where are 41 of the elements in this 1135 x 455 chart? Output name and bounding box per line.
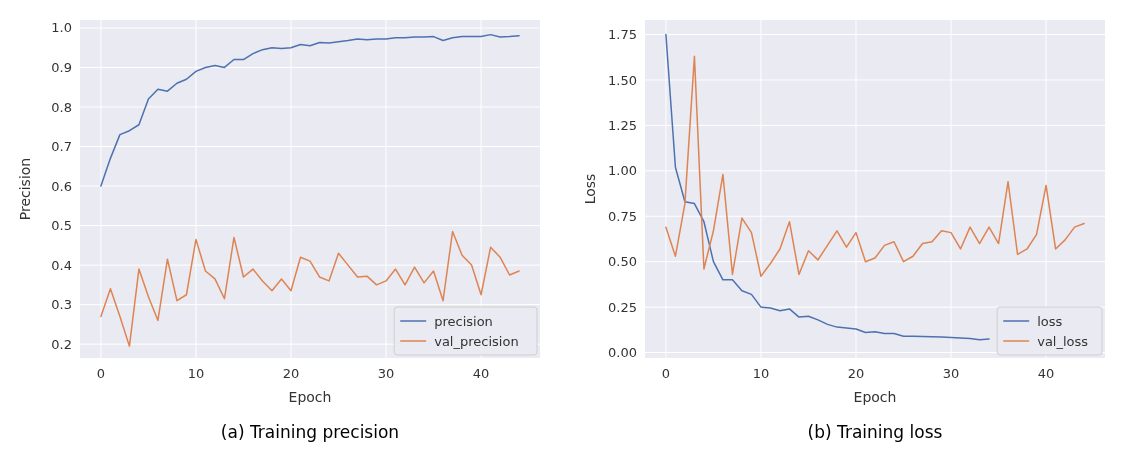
line-series (665, 33, 990, 341)
legend-label: precision (434, 313, 493, 329)
x-tick-label: 20 (847, 366, 865, 381)
y-tick-label: 1.75 (608, 27, 637, 43)
y-tick-label: 0.5 (51, 218, 72, 234)
x-tick-label: 0 (96, 366, 106, 381)
y-tick-label: 1.00 (608, 163, 637, 179)
x-tick-label: 40 (1037, 366, 1055, 381)
y-tick-label: 0.00 (608, 345, 637, 361)
x-tick-label: 0 (661, 366, 671, 381)
y-tick-label: 1.50 (608, 72, 637, 88)
text: (b) Training loss (807, 422, 943, 442)
text: (a) Training precision (220, 422, 400, 442)
x-axis-title: Epoch (853, 389, 897, 405)
y-tick-label: 0.4 (51, 257, 72, 273)
legend-label: loss (1037, 313, 1063, 329)
y-tick-label: 0.8 (51, 99, 72, 115)
legend-label: val_precision (434, 333, 519, 349)
line-series (100, 33, 520, 187)
x-tick-label: 10 (187, 366, 205, 381)
y-tick-label: 0.25 (608, 299, 637, 315)
y-tick-label: 0.9 (51, 59, 72, 75)
x-tick-label: 30 (942, 366, 960, 381)
legend-label: val_loss (1037, 333, 1089, 349)
y-tick-label: 0.2 (51, 336, 72, 352)
y-tick-label: 0.7 (51, 139, 72, 155)
x-tick-label: 20 (282, 366, 300, 381)
x-tick-label: 40 (472, 366, 490, 381)
y-tick-label: 1.0 (51, 20, 72, 36)
y-axis-title: Loss (582, 173, 598, 205)
line-series (100, 230, 520, 347)
line-series (665, 55, 1085, 277)
y-tick-label: 0.50 (608, 254, 637, 270)
x-axis-title: Epoch (288, 389, 332, 405)
y-tick-label: 0.6 (51, 178, 72, 194)
x-tick-label: 30 (377, 366, 395, 381)
y-tick-label: 0.3 (51, 297, 72, 313)
y-tick-label: 1.25 (608, 117, 637, 133)
y-tick-label: 0.75 (608, 208, 637, 224)
y-axis-title: Precision (17, 157, 33, 221)
x-tick-label: 10 (752, 366, 770, 381)
